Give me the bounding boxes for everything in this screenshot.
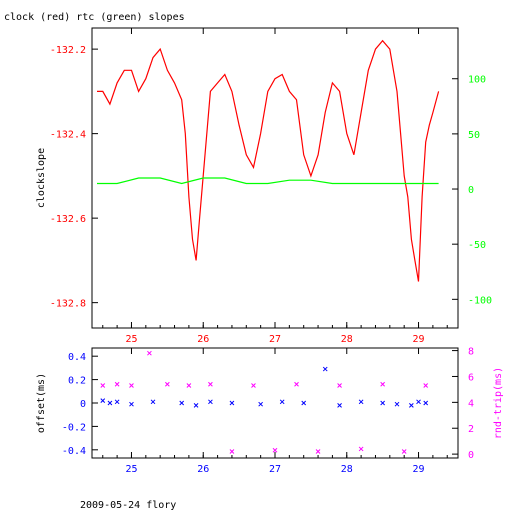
bottom-y2-tick-label: 4	[468, 398, 474, 409]
top-y-tick-label: -132.6	[50, 214, 86, 225]
bottom-series-0-point	[358, 399, 364, 405]
top-axes: 25 26 27 28 29 -132.2 -132.4 -132.6 -132.8 100 50 0…	[50, 28, 492, 345]
bottom-series-1-point	[358, 446, 364, 452]
top-series-0-line	[97, 39, 440, 282]
bottom-series-1-point	[114, 381, 120, 387]
bottom-series-0-point	[337, 402, 342, 408]
footer-text: 2009-05-24 flory	[80, 500, 176, 511]
top-y2-tick-label: 100	[468, 75, 486, 86]
top-x-tick-label: 29	[413, 334, 425, 345]
bottom-series-0-point	[322, 366, 328, 372]
top-y-axis-label: clockslope	[36, 148, 47, 208]
bottom-series-1-point	[129, 383, 134, 388]
bottom-series-1-point	[251, 383, 256, 388]
bottom-x-tick-label: 29	[413, 464, 425, 475]
top-y2-tick-label: 50	[468, 130, 480, 141]
bottom-plot-frame	[91, 347, 459, 459]
bottom-series-1-point	[229, 449, 235, 454]
top-y-tick-label: -132.2	[50, 45, 86, 56]
bottom-y-tick-label: -0.4	[62, 446, 86, 457]
bottom-series-0-point	[179, 400, 185, 406]
bottom-series-1-point	[423, 383, 429, 388]
bottom-series-1-point	[186, 383, 192, 388]
bottom-series-0-point	[408, 402, 414, 408]
bottom-series-1-point	[401, 449, 407, 454]
bottom-series-group	[100, 350, 429, 454]
top-y2-tick-label: -100	[468, 295, 492, 306]
bottom-y-axis-label: offset(ms)	[36, 373, 47, 433]
top-x-tick-label: 25	[125, 334, 137, 345]
bottom-x-tick-label: 26	[197, 464, 209, 475]
top-y2-tick-label: 0	[468, 185, 474, 196]
bottom-series-0-point	[423, 400, 429, 406]
bottom-x-tick-label: 28	[341, 464, 353, 475]
bottom-series-0-point	[100, 398, 106, 404]
top-y2-tick-label: -50	[468, 240, 486, 251]
bottom-series-0-point	[416, 399, 421, 405]
bottom-y-tick-label: -0.2	[62, 422, 86, 433]
bottom-series-1-point	[337, 383, 342, 388]
bottom-series-0-point	[394, 401, 400, 407]
bottom-y-tick-label: 0.4	[68, 352, 86, 363]
bottom-series-0-point	[150, 399, 156, 405]
bottom-y-tick-label: 0	[80, 399, 86, 410]
bottom-series-0-point	[208, 399, 213, 405]
bottom-series-0-point	[107, 400, 113, 406]
bottom-series-0-point	[193, 402, 199, 408]
bottom-y2-axis-label: rnd-trip(ms)	[493, 367, 504, 439]
bottom-y2-tick-label: 8	[468, 347, 474, 358]
top-y-tick-label: -132.8	[50, 299, 86, 310]
bottom-series-0-point	[380, 400, 386, 406]
bottom-y2-tick-label: 2	[468, 424, 474, 435]
bottom-series-0-point	[114, 399, 120, 405]
bottom-x-tick-label: 25	[125, 464, 137, 475]
top-series-1-line	[97, 177, 439, 185]
top-x-tick-label: 26	[197, 334, 209, 345]
bottom-series-1-point	[208, 381, 213, 387]
bottom-series-0-point	[229, 400, 235, 406]
top-y-tick-label: -132.4	[50, 130, 86, 141]
top-series-group	[97, 39, 440, 282]
bottom-series-1-point	[100, 383, 106, 388]
bottom-series-1-point	[315, 449, 321, 454]
bottom-series-1-point	[272, 447, 278, 453]
bottom-series-1-point	[294, 381, 299, 387]
bottom-series-1-point	[164, 381, 170, 387]
top-x-tick-label: 28	[341, 334, 353, 345]
chart-title: clock (red) rtc (green) slopes	[4, 12, 185, 23]
bottom-x-tick-label: 27	[269, 464, 281, 475]
bottom-series-0-point	[258, 401, 264, 407]
top-x-tick-label: 27	[269, 334, 281, 345]
bottom-axes: 25 26 27 28 29 0.4 0.2 0 -0.2 -0.4 8 6 4 2 0	[62, 347, 474, 475]
bottom-series-1-point	[147, 350, 152, 356]
bottom-y2-tick-label: 6	[468, 372, 474, 383]
bottom-series-0-point	[301, 400, 307, 406]
bottom-series-1-point	[380, 381, 386, 387]
bottom-y-tick-label: 0.2	[68, 376, 86, 387]
bottom-y2-tick-label: 0	[468, 450, 474, 461]
bottom-series-0-point	[129, 401, 134, 407]
bottom-series-0-point	[279, 399, 285, 405]
